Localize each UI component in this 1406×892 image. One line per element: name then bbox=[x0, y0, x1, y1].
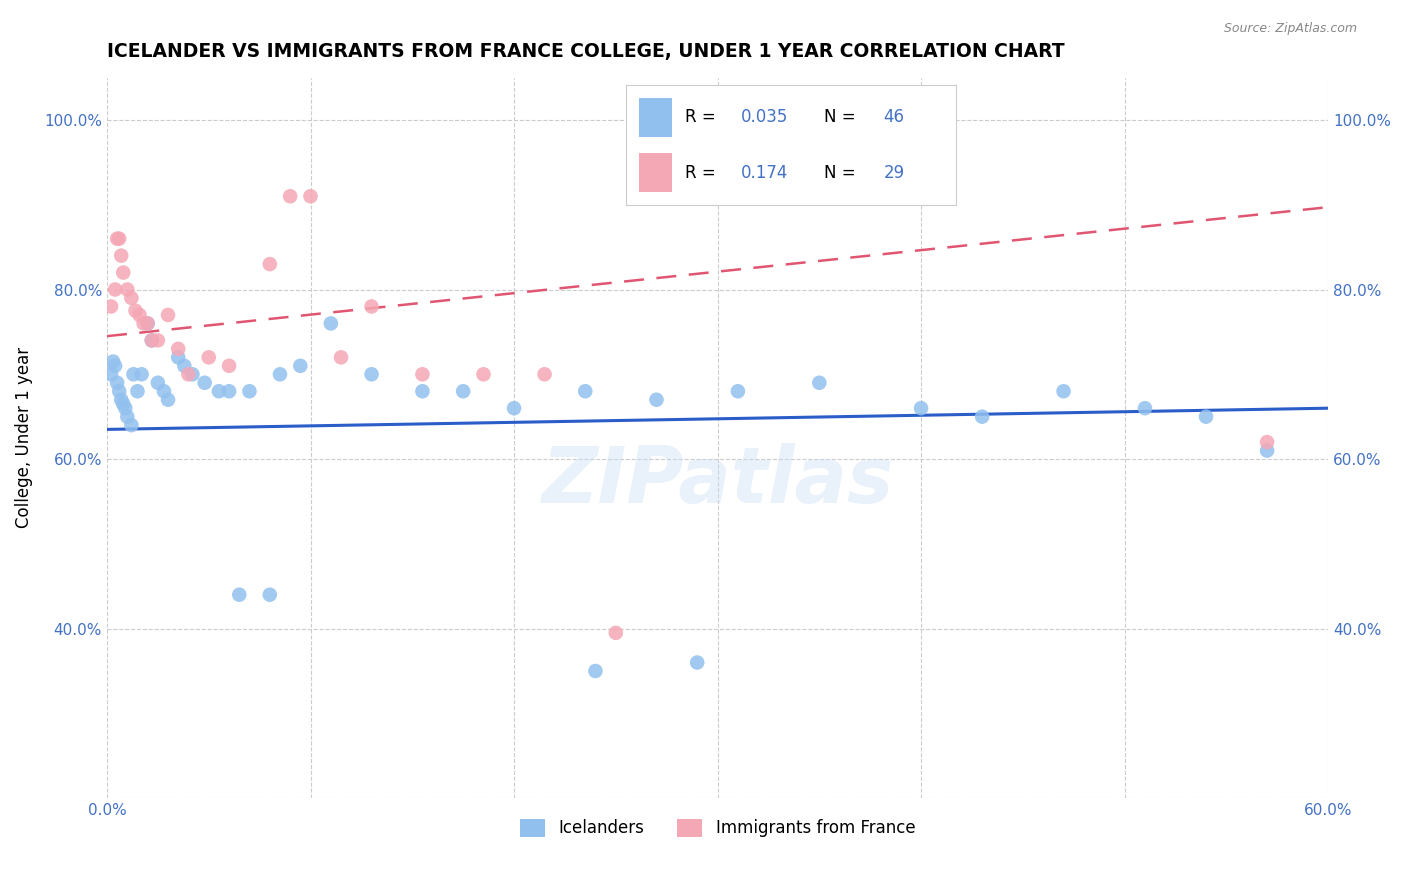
Point bbox=[132, 317, 155, 331]
Point bbox=[157, 308, 180, 322]
Point bbox=[114, 401, 136, 416]
Point bbox=[727, 384, 749, 399]
Text: Source: ZipAtlas.com: Source: ZipAtlas.com bbox=[1223, 22, 1357, 36]
Text: N =: N = bbox=[824, 108, 860, 127]
Point bbox=[269, 368, 291, 382]
Text: 46: 46 bbox=[883, 108, 904, 127]
Point bbox=[105, 376, 128, 390]
Point bbox=[112, 397, 135, 411]
Point bbox=[808, 376, 831, 390]
Point bbox=[259, 588, 281, 602]
Point bbox=[177, 368, 200, 382]
Point bbox=[100, 300, 122, 314]
Point bbox=[411, 368, 433, 382]
Point bbox=[110, 249, 132, 263]
Point bbox=[290, 359, 312, 373]
Point bbox=[117, 409, 139, 424]
Text: R =: R = bbox=[685, 108, 721, 127]
Point bbox=[136, 317, 159, 331]
Point bbox=[181, 368, 204, 382]
Point bbox=[167, 351, 190, 365]
Text: 0.174: 0.174 bbox=[741, 163, 789, 182]
Point bbox=[120, 291, 142, 305]
Point bbox=[197, 351, 219, 365]
Point bbox=[124, 303, 146, 318]
Point bbox=[330, 351, 353, 365]
Point bbox=[218, 384, 240, 399]
Point bbox=[131, 368, 153, 382]
Point bbox=[167, 342, 190, 356]
Point bbox=[108, 384, 131, 399]
Point bbox=[472, 368, 495, 382]
Text: ZIPatlas: ZIPatlas bbox=[541, 443, 894, 519]
Legend: Icelanders, Immigrants from France: Icelanders, Immigrants from France bbox=[513, 812, 922, 844]
Point bbox=[278, 189, 301, 203]
Point bbox=[146, 334, 169, 348]
Point bbox=[127, 384, 149, 399]
Point bbox=[574, 384, 596, 399]
Point bbox=[1195, 409, 1218, 424]
Text: 29: 29 bbox=[883, 163, 904, 182]
Point bbox=[141, 334, 163, 348]
Point bbox=[1133, 401, 1156, 416]
Point bbox=[218, 359, 240, 373]
Point bbox=[1256, 435, 1278, 450]
Point bbox=[194, 376, 217, 390]
Point bbox=[972, 409, 994, 424]
FancyBboxPatch shape bbox=[638, 98, 672, 136]
Point bbox=[686, 656, 709, 670]
Point bbox=[360, 368, 382, 382]
Point bbox=[146, 376, 169, 390]
Point bbox=[112, 266, 135, 280]
Point bbox=[1256, 443, 1278, 458]
Point bbox=[117, 283, 139, 297]
Point bbox=[157, 392, 180, 407]
Point bbox=[238, 384, 260, 399]
Point bbox=[503, 401, 526, 416]
Point bbox=[605, 625, 627, 640]
Point bbox=[153, 384, 176, 399]
Point bbox=[583, 664, 606, 678]
Point bbox=[104, 283, 127, 297]
Point bbox=[136, 317, 159, 331]
Point bbox=[101, 354, 124, 368]
Text: 0.035: 0.035 bbox=[741, 108, 789, 127]
Text: N =: N = bbox=[824, 163, 860, 182]
Point bbox=[228, 588, 250, 602]
Point bbox=[110, 392, 132, 407]
Point bbox=[451, 384, 474, 399]
Point bbox=[120, 418, 142, 433]
Point bbox=[1052, 384, 1074, 399]
Text: R =: R = bbox=[685, 163, 727, 182]
Point bbox=[259, 257, 281, 271]
Point bbox=[122, 368, 145, 382]
Point bbox=[208, 384, 231, 399]
FancyBboxPatch shape bbox=[638, 153, 672, 192]
Point bbox=[100, 368, 122, 382]
Point bbox=[299, 189, 322, 203]
Text: ICELANDER VS IMMIGRANTS FROM FRANCE COLLEGE, UNDER 1 YEAR CORRELATION CHART: ICELANDER VS IMMIGRANTS FROM FRANCE COLL… bbox=[107, 42, 1064, 61]
Point bbox=[108, 232, 131, 246]
Point bbox=[128, 308, 150, 322]
Point bbox=[411, 384, 433, 399]
Point bbox=[319, 317, 342, 331]
Point bbox=[910, 401, 932, 416]
Point bbox=[105, 232, 128, 246]
Point bbox=[645, 392, 668, 407]
Point bbox=[173, 359, 195, 373]
Point bbox=[360, 300, 382, 314]
Point bbox=[533, 368, 555, 382]
Y-axis label: College, Under 1 year: College, Under 1 year bbox=[15, 347, 32, 528]
Point bbox=[141, 334, 163, 348]
Point bbox=[104, 359, 127, 373]
